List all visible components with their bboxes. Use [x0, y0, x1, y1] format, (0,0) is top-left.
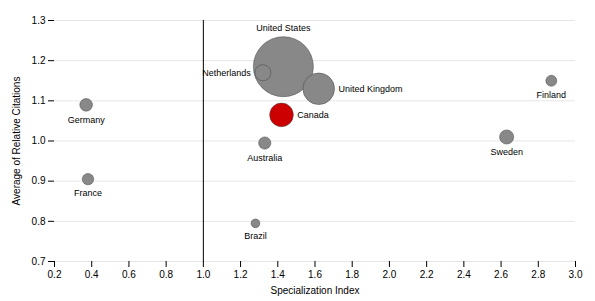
svg-text:0.8: 0.8: [159, 269, 173, 280]
svg-text:Canada: Canada: [297, 110, 329, 120]
svg-text:0.9: 0.9: [32, 175, 46, 186]
svg-text:2.2: 2.2: [420, 269, 434, 280]
svg-text:Brazil: Brazil: [244, 231, 267, 241]
svg-text:Germany: Germany: [68, 115, 106, 125]
svg-text:1.1: 1.1: [32, 95, 46, 106]
svg-text:1.8: 1.8: [345, 269, 359, 280]
svg-text:0.8: 0.8: [32, 216, 46, 227]
svg-text:2.4: 2.4: [457, 269, 471, 280]
svg-text:0.6: 0.6: [122, 269, 136, 280]
svg-text:Australia: Australia: [247, 153, 282, 163]
svg-text:1.0: 1.0: [196, 269, 210, 280]
svg-text:0.2: 0.2: [48, 269, 62, 280]
svg-text:Finland: Finland: [537, 90, 567, 100]
svg-text:0.4: 0.4: [85, 269, 99, 280]
svg-text:1.2: 1.2: [234, 269, 248, 280]
svg-text:United States: United States: [256, 23, 311, 33]
svg-text:Netherlands: Netherlands: [202, 68, 251, 78]
svg-text:3.0: 3.0: [569, 269, 583, 280]
svg-text:1.0: 1.0: [32, 135, 46, 146]
svg-text:0.7: 0.7: [32, 256, 46, 267]
svg-text:United Kingdom: United Kingdom: [339, 84, 403, 94]
svg-text:France: France: [74, 188, 102, 198]
svg-text:2.8: 2.8: [531, 269, 545, 280]
svg-text:1.3: 1.3: [32, 15, 46, 26]
svg-text:2.6: 2.6: [494, 269, 508, 280]
svg-text:1.2: 1.2: [32, 55, 46, 66]
svg-text:Specialization Index: Specialization Index: [271, 285, 360, 296]
svg-text:1.4: 1.4: [271, 269, 285, 280]
svg-text:2.0: 2.0: [382, 269, 396, 280]
svg-text:Average of Relative Citations: Average of Relative Citations: [11, 77, 22, 206]
svg-text:Sweden: Sweden: [490, 147, 523, 157]
svg-text:1.6: 1.6: [308, 269, 322, 280]
